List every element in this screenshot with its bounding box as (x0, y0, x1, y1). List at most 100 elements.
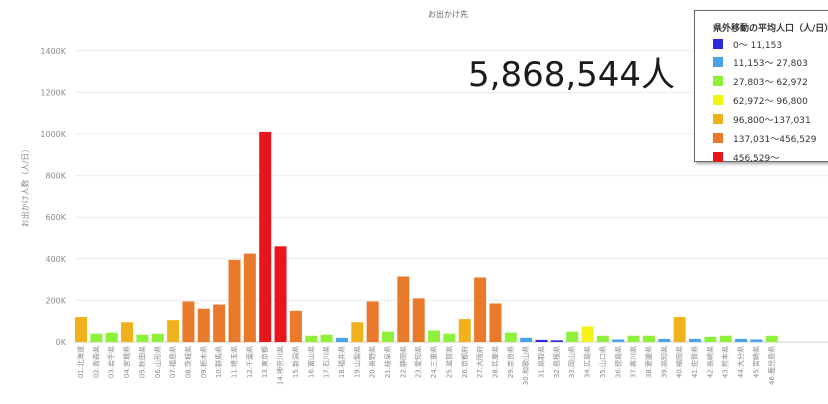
x-tick-label: 11.埼玉県 (230, 346, 239, 378)
x-tick-label: 28.兵庫県 (490, 346, 499, 378)
bar (151, 333, 164, 342)
bar (351, 322, 364, 342)
y-tick-label: 800K (45, 172, 66, 181)
bar (673, 317, 686, 342)
x-tick-label: 35.山口県 (598, 346, 607, 378)
legend-item-label: 96,800～137,031 (733, 115, 811, 126)
legend-item: 62,972～ 96,800 (713, 94, 808, 107)
legend-swatch-5 (713, 133, 723, 143)
bar (167, 320, 180, 342)
y-tick-label: 400K (45, 255, 66, 264)
bar (627, 335, 640, 342)
x-tick-label: 27.大阪府 (475, 346, 484, 378)
bar (75, 317, 87, 342)
bar (197, 308, 210, 342)
x-tick-label: 32.島根県 (552, 346, 561, 378)
x-tick-label: 37.香川県 (629, 346, 638, 378)
x-tick-label: 23.愛知県 (414, 346, 423, 378)
y-tick-label: 200K (45, 296, 66, 305)
legend-swatch-2 (713, 76, 723, 86)
bar (90, 333, 103, 342)
bar (765, 335, 778, 342)
y-tick-label: 1400K (40, 47, 66, 56)
bar (259, 131, 272, 342)
x-tick-label: 44.大分県 (736, 346, 745, 378)
bar (489, 303, 502, 342)
bar (504, 332, 517, 342)
bar (412, 298, 425, 342)
legend-item: 27,803～ 62,972 (713, 75, 808, 88)
bar (550, 340, 563, 342)
bar (581, 326, 594, 342)
chart-title: お出かけ先 (428, 9, 468, 19)
x-tick-label: 22.静岡県 (398, 346, 407, 378)
x-tick-label: 16.富山県 (306, 346, 315, 378)
x-tick-label: 24.三重県 (430, 346, 438, 378)
bar (750, 339, 763, 342)
x-tick-label: 34.広島県 (583, 346, 592, 378)
x-tick-label: 43.熊本県 (721, 346, 730, 378)
x-tick-label: 09.栃木県 (199, 346, 208, 378)
total-population-label: 5,868,544人 (468, 55, 676, 95)
x-tick-label: 13.東京都 (260, 346, 269, 378)
y-tick-label: 1000K (40, 130, 66, 139)
legend-title: 県外移動の平均人口（人/日） (713, 24, 828, 34)
bar (719, 335, 732, 342)
bar (289, 310, 302, 342)
y-tick-label: 600K (45, 213, 66, 222)
x-tick-label: 38.愛媛県 (644, 346, 653, 378)
legend-swatch-1 (713, 57, 723, 67)
x-tick-label: 19.山梨県 (352, 346, 361, 378)
bar (397, 276, 410, 342)
bar (428, 330, 441, 342)
x-tick-label: 36.徳島県 (613, 346, 622, 378)
bar (136, 334, 149, 342)
legend-swatch-0 (713, 39, 723, 49)
legend-item: 11,153～ 27,803 (713, 56, 808, 69)
bar (535, 339, 548, 342)
legend-item-label: 137,031～456,529 (733, 134, 817, 145)
legend-item: 0～ 11,153 (713, 38, 783, 51)
x-tick-label: 30.和歌山県 (521, 346, 530, 385)
bar (305, 335, 318, 342)
x-tick-label: 33.岡山県 (567, 346, 576, 378)
bar (213, 304, 226, 342)
y-tick-label: 0K (56, 338, 67, 347)
x-tick-label: 46.鹿児島県 (767, 346, 776, 385)
x-tick-label: 29.奈良県 (506, 346, 515, 378)
legend-swatch-4 (713, 114, 723, 124)
bar (366, 301, 379, 342)
bar (704, 336, 717, 342)
x-tick-label: 10.群馬県 (214, 346, 223, 378)
x-tick-label: 14.神奈川県 (276, 346, 285, 385)
x-tick-label: 18.福井県 (337, 346, 346, 378)
x-tick-label: 04.宮城県 (122, 346, 131, 378)
legend: 県外移動の平均人口（人/日） 0～ 11,153 11,153～ 27,803 … (694, 10, 828, 164)
x-tick-label: 39.高知県 (659, 346, 668, 378)
bar (474, 277, 487, 342)
x-tick-label: 02.青森県 (91, 346, 100, 378)
bar (458, 319, 471, 342)
legend-item-label: 0～ 11,153 (733, 40, 783, 51)
x-tick-label: 45.宮崎県 (751, 346, 760, 378)
legend-swatch-6 (713, 152, 723, 162)
legend-item-label: 11,153～ 27,803 (733, 58, 808, 69)
legend-item: 96,800～137,031 (713, 113, 811, 126)
x-tick-label: 15.新潟県 (291, 346, 300, 378)
x-tick-label: 17.石川県 (323, 346, 331, 378)
x-tick-label: 42.長崎県 (705, 346, 714, 378)
bar (642, 335, 655, 342)
bar (335, 337, 348, 342)
legend-item: 456,529～ (713, 151, 779, 164)
x-tick-label: 41.佐賀県 (690, 346, 699, 378)
bar (689, 338, 701, 342)
bar (520, 337, 533, 342)
bar (382, 331, 394, 342)
bar (274, 246, 287, 342)
x-tick-label: 26.京都府 (460, 346, 469, 378)
bar (612, 339, 625, 342)
legend-item: 137,031～456,529 (713, 132, 817, 145)
bar (658, 338, 671, 342)
legend-item-label: 62,972～ 96,800 (733, 96, 808, 107)
